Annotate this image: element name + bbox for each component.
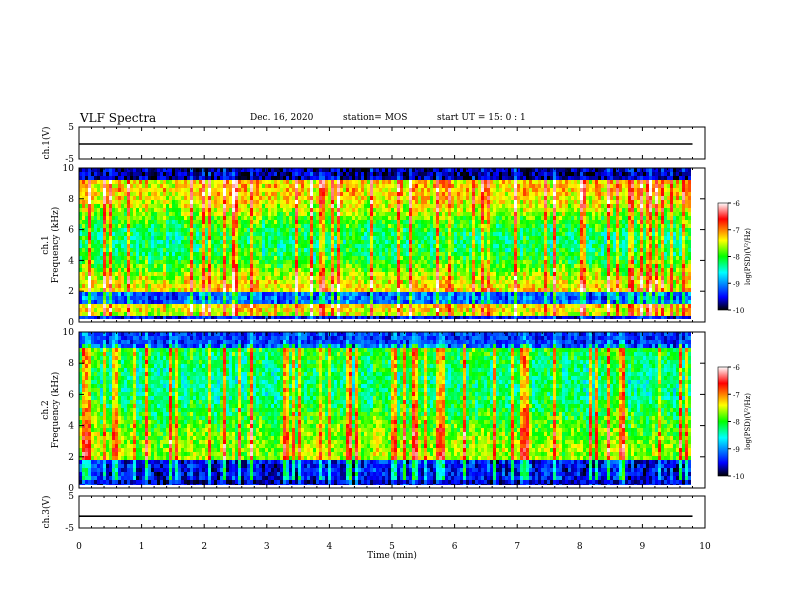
y-tick-label: 0 xyxy=(68,318,74,328)
spectrogram-ch2 xyxy=(79,332,691,485)
spectrogram-ch1 xyxy=(79,168,691,319)
colorbar-tick-label: -8 xyxy=(733,254,740,262)
y-tick-label: 6 xyxy=(68,390,74,400)
y-axis-title: ch.1(V) xyxy=(41,127,52,160)
y-axis-title: ch.3(V) xyxy=(41,496,52,529)
x-tick-label: 1 xyxy=(139,542,145,552)
x-tick-label: 0 xyxy=(76,542,82,552)
y-tick-label: 4 xyxy=(68,256,74,266)
y-tick-label: 5 xyxy=(68,123,74,133)
y-axis-title: Frequency (kHz) xyxy=(50,372,61,449)
station-label: station= MOS xyxy=(343,113,408,123)
y-tick-label: -5 xyxy=(65,524,74,534)
colorbar-label: log(PSD)(V²/Hz) xyxy=(744,228,752,285)
x-tick-label: 10 xyxy=(699,542,711,552)
y-tick-label: 8 xyxy=(68,359,74,369)
y-tick-label: 0 xyxy=(68,484,74,494)
colorbar-tick-label: -6 xyxy=(733,200,740,208)
y-tick-label: 2 xyxy=(68,453,74,463)
start-time-label: start UT = 15: 0 : 1 xyxy=(437,113,526,123)
x-tick-label: 4 xyxy=(327,542,333,552)
colorbar-tick-label: -7 xyxy=(733,391,740,399)
colorbar-tick-label: -8 xyxy=(733,419,740,427)
x-axis-title: Time (min) xyxy=(367,550,417,561)
y-tick-label: 6 xyxy=(68,226,74,236)
x-tick-label: 2 xyxy=(201,542,207,552)
date-label: Dec. 16, 2020 xyxy=(250,113,314,123)
y-tick-label: 10 xyxy=(63,164,75,174)
y-axis-title: ch.2 xyxy=(41,400,51,419)
colorbar-tick-label: -6 xyxy=(733,364,740,372)
y-axis-title: ch.1 xyxy=(41,235,51,254)
y-tick-label: 10 xyxy=(63,328,75,338)
x-tick-label: 6 xyxy=(452,542,458,552)
panel-frame xyxy=(78,126,706,160)
x-tick-label: 9 xyxy=(640,542,646,552)
colorbar xyxy=(717,202,729,311)
colorbar-tick-label: -7 xyxy=(733,227,740,235)
colorbar-tick-label: -9 xyxy=(733,446,740,454)
x-tick-label: 5 xyxy=(389,542,395,552)
chart-title: VLF Spectra xyxy=(80,111,157,125)
x-tick-label: 8 xyxy=(577,542,583,552)
colorbar xyxy=(717,366,729,477)
y-tick-label: 8 xyxy=(68,195,74,205)
panel-frame xyxy=(78,495,706,529)
colorbar-tick-label: -10 xyxy=(733,307,744,315)
colorbar-label: log(PSD)(V²/Hz) xyxy=(744,393,752,450)
y-tick-label: 4 xyxy=(68,422,74,432)
y-axis-title: Frequency (kHz) xyxy=(50,207,61,284)
y-tick-label: -5 xyxy=(65,155,74,165)
colorbar-tick-label: -9 xyxy=(733,280,740,288)
x-tick-label: 3 xyxy=(264,542,270,552)
y-tick-label: 5 xyxy=(68,492,74,502)
y-tick-label: 2 xyxy=(68,287,74,297)
colorbar-tick-label: -10 xyxy=(733,473,744,481)
x-tick-label: 7 xyxy=(514,542,520,552)
